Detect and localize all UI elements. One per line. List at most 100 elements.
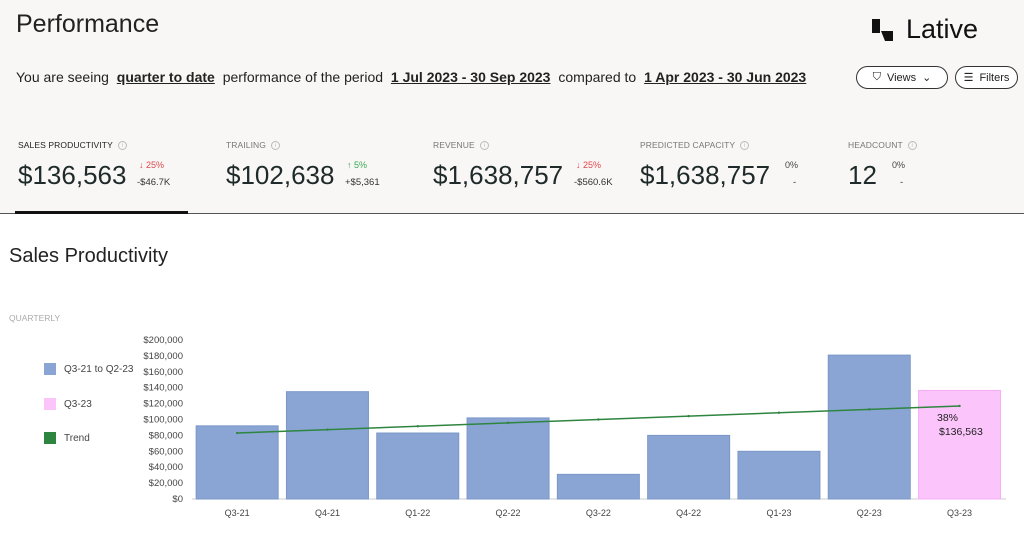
x-tick-label: Q4-21 xyxy=(315,508,340,518)
sub-compared: compared to xyxy=(558,69,637,85)
y-tick-label: $40,000 xyxy=(149,462,183,473)
bar[interactable] xyxy=(918,389,1002,500)
legend-label: Q3-23 xyxy=(64,398,92,410)
active-tab-indicator xyxy=(15,211,188,214)
info-icon[interactable]: i xyxy=(740,140,750,150)
y-tick-label: $0 xyxy=(172,494,183,505)
trend-point xyxy=(868,408,871,411)
sub-prefix: You are seeing xyxy=(16,69,109,85)
trend-point xyxy=(416,425,419,428)
period-label: QUARTERLY xyxy=(9,313,61,323)
metric-tab[interactable]: REVENUE i $1,638,757 ↓ 25% -$560.6K xyxy=(433,140,633,200)
y-tick-label: $160,000 xyxy=(143,367,183,378)
metric-change-pct: ↑ 5% xyxy=(347,160,368,170)
metric-change-pct: ↓ 25% xyxy=(139,160,165,170)
legend-item[interactable]: Trend xyxy=(44,432,90,444)
metric-label-text: SALES PRODUCTIVITY xyxy=(18,140,113,150)
bar[interactable] xyxy=(827,354,911,500)
metric-value: 12 xyxy=(848,160,877,190)
metric-change-delta: - xyxy=(793,177,797,188)
metric-change-delta: - xyxy=(900,177,904,188)
page-title: Performance xyxy=(16,10,160,38)
metric-tab[interactable]: SALES PRODUCTIVITY i $136,563 ↓ 25% -$46.… xyxy=(18,140,218,200)
bar[interactable] xyxy=(466,417,550,500)
x-tick-label: Q4-22 xyxy=(676,508,701,518)
annotation-pct: 38% xyxy=(937,412,958,424)
x-tick-label: Q1-22 xyxy=(405,508,430,518)
info-icon[interactable]: i xyxy=(271,140,281,150)
sub-middle: performance of the period xyxy=(222,69,384,85)
period-link[interactable]: 1 Jul 2023 - 30 Sep 2023 xyxy=(390,69,551,85)
logo: Lative xyxy=(872,14,978,45)
metric-change-pct: 0% xyxy=(892,160,906,170)
metric-tab[interactable]: HEADCOUNT i 12 0% - xyxy=(848,140,1024,200)
metric-label-text: HEADCOUNT xyxy=(848,140,903,150)
period-summary: You are seeing quarter to date performan… xyxy=(16,69,810,85)
x-tick-label: Q2-22 xyxy=(496,508,521,518)
chart-title: Sales Productivity xyxy=(9,245,168,267)
bar[interactable] xyxy=(376,432,460,500)
bar[interactable] xyxy=(647,434,731,500)
metric-value: $1,638,757 xyxy=(433,160,564,190)
trend-point xyxy=(326,428,329,431)
y-tick-label: $80,000 xyxy=(149,430,183,441)
legend-label: Trend xyxy=(64,432,90,444)
info-icon[interactable]: i xyxy=(117,140,127,150)
logo-text: Lative xyxy=(906,14,979,44)
y-tick-label: $180,000 xyxy=(143,351,183,362)
trend-point xyxy=(958,404,961,408)
sliders-icon: ☰ xyxy=(963,72,974,84)
info-icon[interactable]: i xyxy=(907,140,917,150)
metric-label-text: REVENUE xyxy=(433,140,475,150)
info-icon[interactable]: i xyxy=(479,140,489,150)
lative-logo-icon xyxy=(872,18,893,41)
legend-label: Q3-21 to Q2-23 xyxy=(64,363,134,375)
metric-label: HEADCOUNT i xyxy=(848,140,1024,150)
bar[interactable] xyxy=(195,425,279,500)
metric-label: REVENUE i xyxy=(433,140,633,150)
legend-item[interactable]: Q3-23 xyxy=(44,398,92,410)
y-tick-label: $120,000 xyxy=(143,399,183,410)
x-tick-label: Q3-21 xyxy=(225,508,250,518)
y-tick-label: $20,000 xyxy=(149,478,183,489)
metric-change-pct: 0% xyxy=(785,160,799,170)
metric-change-delta: +$5,361 xyxy=(345,177,380,188)
y-tick-label: $200,000 xyxy=(143,335,183,346)
bar[interactable] xyxy=(285,391,369,500)
trend-point xyxy=(687,414,690,418)
views-label: Views xyxy=(886,71,917,84)
y-tick-label: $60,000 xyxy=(149,446,183,457)
metric-value: $136,563 xyxy=(18,160,127,190)
metric-value: $102,638 xyxy=(226,160,335,190)
metric-label: PREDICTED CAPACITY i xyxy=(640,140,840,150)
x-tick-label: Q1-23 xyxy=(766,508,791,518)
metric-label: SALES PRODUCTIVITY i xyxy=(18,140,218,150)
header-panel: Performance Lative You are seeing quarte… xyxy=(0,0,1024,214)
x-tick-label: Q3-23 xyxy=(947,508,972,518)
metric-tab[interactable]: TRAILING i $102,638 ↑ 5% +$5,361 xyxy=(226,140,426,200)
trend-point xyxy=(777,411,781,414)
x-tick-label: Q3-22 xyxy=(586,508,611,518)
metric-tab[interactable]: PREDICTED CAPACITY i $1,638,757 0% - xyxy=(640,140,840,200)
x-tick-label: Q2-23 xyxy=(857,508,882,518)
annotation-value: $136,563 xyxy=(939,426,983,438)
bookmark-icon: ⛉ xyxy=(872,71,881,83)
metric-change-delta: -$46.7K xyxy=(137,177,171,188)
filters-button[interactable]: ☰ Filters xyxy=(955,66,1018,89)
trend-point xyxy=(235,431,239,435)
bar[interactable] xyxy=(737,450,821,500)
range-type-link[interactable]: quarter to date xyxy=(116,69,215,85)
y-tick-label: $140,000 xyxy=(143,383,183,394)
y-tick-label: $100,000 xyxy=(143,415,183,426)
trend-point xyxy=(597,418,600,421)
legend-swatch xyxy=(44,363,56,375)
compare-period-link[interactable]: 1 Apr 2023 - 30 Jun 2023 xyxy=(644,69,807,85)
metric-value: $1,638,757 xyxy=(640,160,771,190)
legend-item[interactable]: Q3-21 to Q2-23 xyxy=(44,363,133,375)
views-button[interactable]: ⛉ Views ⌄ xyxy=(856,66,948,89)
chevron-down-icon: ⌄ xyxy=(922,72,932,84)
metric-change-pct: ↓ 25% xyxy=(576,160,602,170)
bar[interactable] xyxy=(556,473,640,500)
metric-label-text: TRAILING xyxy=(226,140,267,150)
